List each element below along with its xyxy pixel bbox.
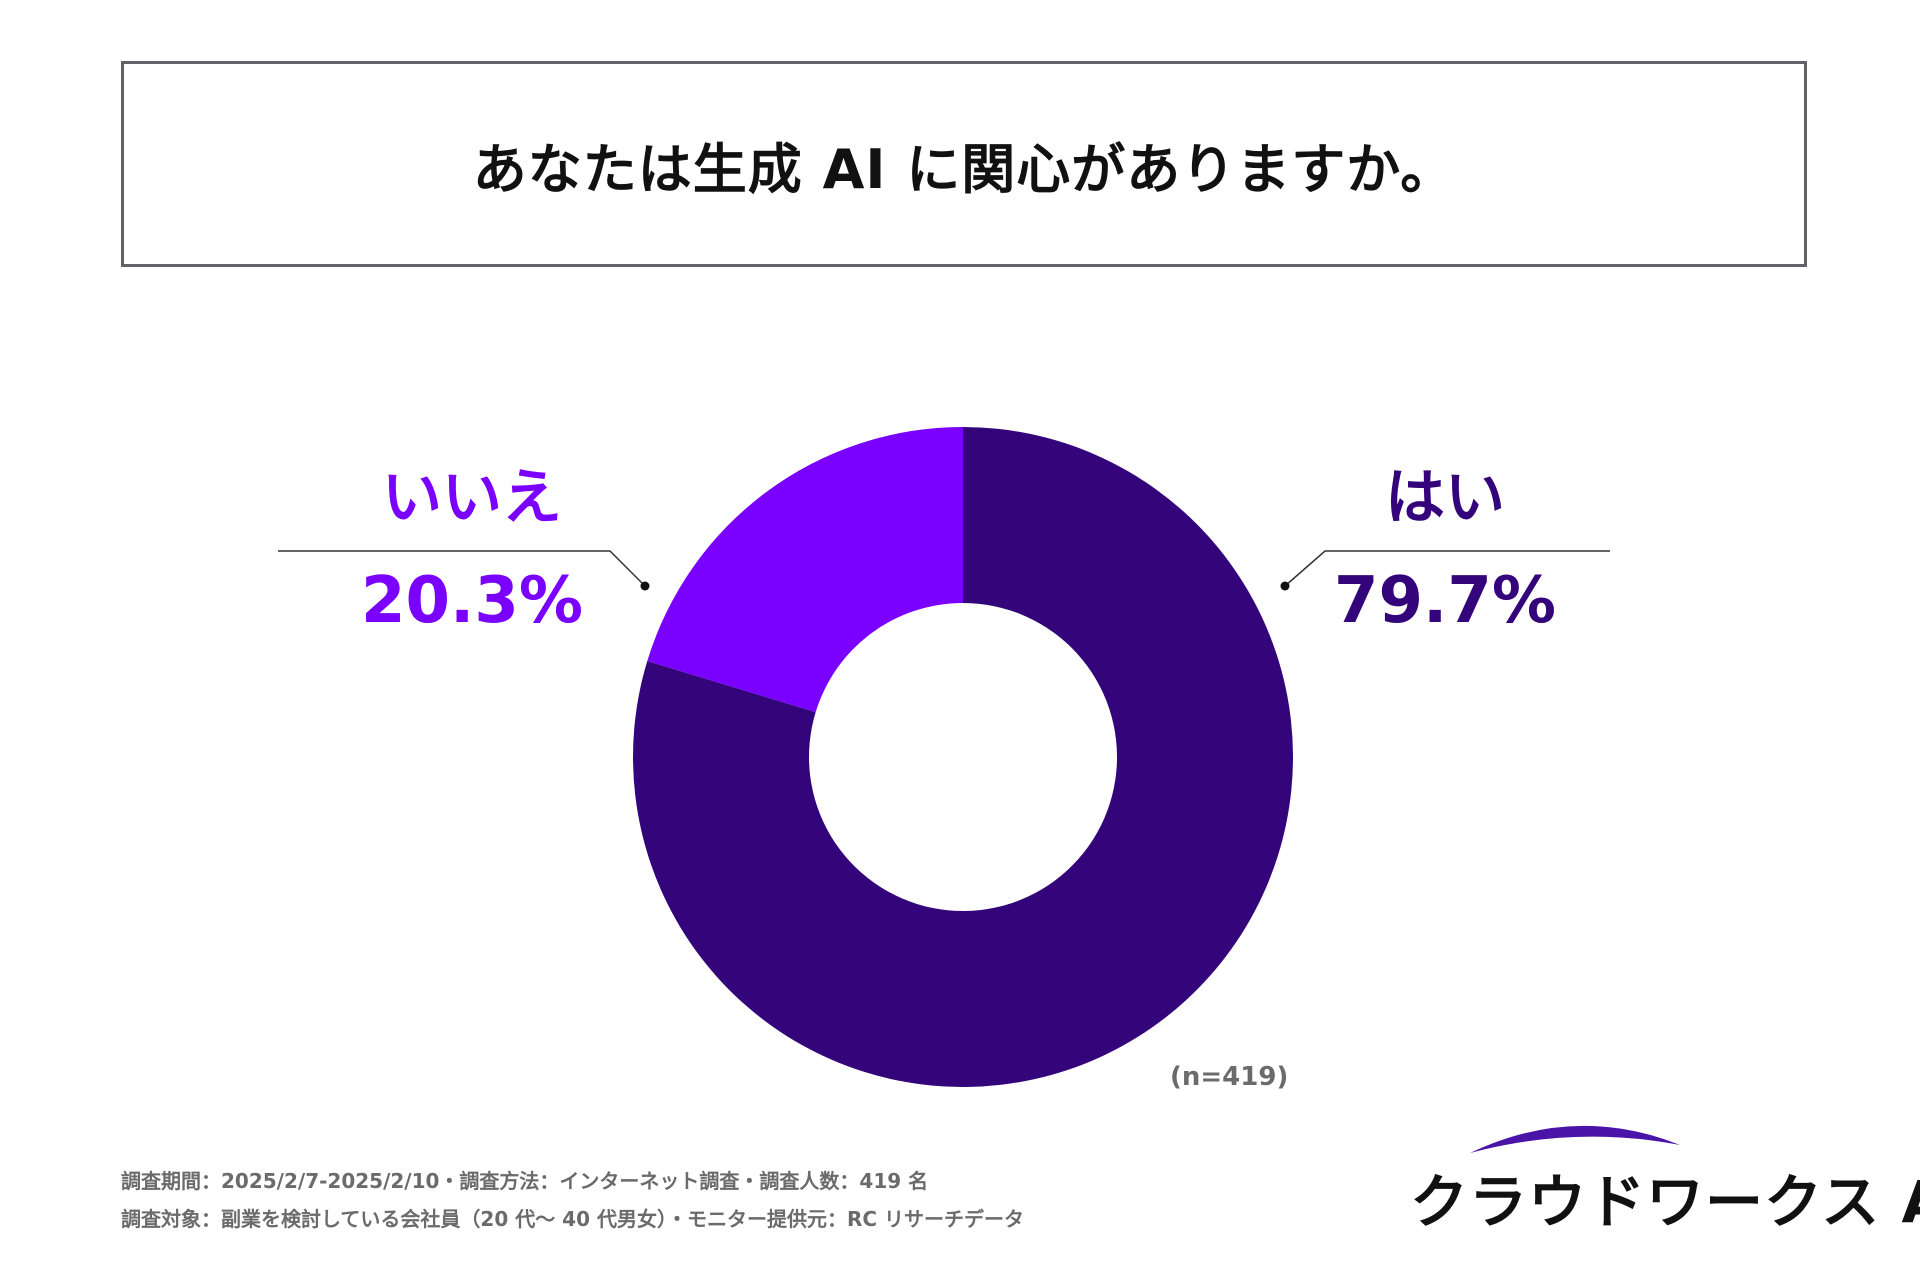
leader-line-yes xyxy=(1284,550,1610,587)
slice-label-yes: はい xyxy=(1385,463,1505,533)
leader-dot-no xyxy=(640,581,650,591)
survey-footnote-1: 調査期間：2025/2/7-2025/2/10・調査方法：インターネット調査・調… xyxy=(121,1169,929,1193)
slice-value-no: 20.3% xyxy=(361,564,583,638)
survey-footnote-2: 調査対象：副業を検討している会社員（20 代～ 40 代男女）・モニター提供元：… xyxy=(121,1207,1024,1231)
company-logo: クラウドワークス AI xyxy=(1410,1115,1920,1236)
logo-arc-icon xyxy=(1470,1125,1680,1153)
title-box: あなたは生成 AI に関心がありますか。 xyxy=(121,61,1807,267)
leader-line-no xyxy=(278,550,646,587)
donut-slice-yes xyxy=(633,427,1294,1087)
leader-dot-yes xyxy=(1280,581,1290,591)
slice-value-yes: 79.7% xyxy=(1334,564,1556,638)
slice-label-no: いいえ xyxy=(382,463,562,533)
sample-size-label: (n=419) xyxy=(1170,1062,1289,1092)
donut-slice-no xyxy=(647,427,963,713)
chart-title: あなたは生成 AI に関心がありますか。 xyxy=(472,137,1456,201)
logo-text: クラウドワークス AI xyxy=(1410,1168,1920,1236)
